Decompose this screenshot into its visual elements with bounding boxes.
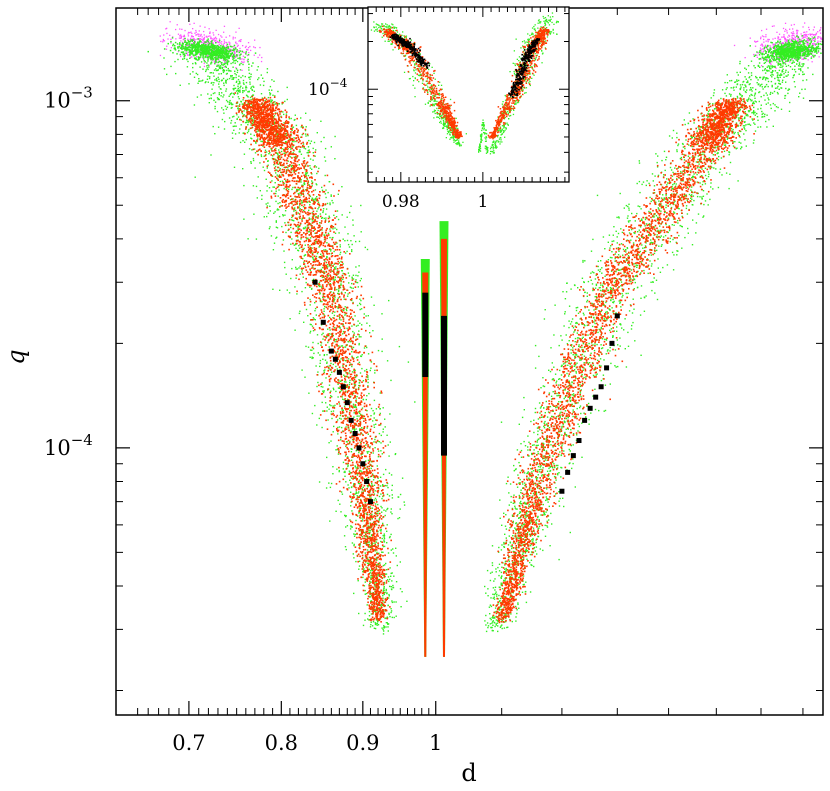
inset-x-tick-label: 1 [477, 192, 488, 212]
black-point-close [312, 279, 318, 285]
black-point-close [348, 417, 354, 423]
black-point-wide [576, 438, 582, 444]
inset-tick-labels: 0.98 1 10−4 [308, 76, 488, 212]
y-tick-label: 10−3 [44, 84, 93, 113]
black-point-wide [604, 365, 610, 371]
x-tick-labels: 0.7 0.8 0.9 1 [172, 731, 442, 755]
inset-density-clouds [370, 12, 559, 155]
black-point-wide [609, 340, 615, 346]
black-point-close [360, 461, 366, 467]
black-point-wide [570, 453, 576, 459]
black-point-close [328, 348, 334, 354]
green-blob-right [749, 35, 823, 65]
x-tick-label: 0.9 [346, 731, 379, 755]
black-point-wide [587, 405, 593, 411]
y-tick-labels: 10−3 10−4 [44, 84, 93, 460]
inset-black-left [389, 33, 430, 69]
inset-axis-ticks [368, 7, 569, 182]
black-band-right [440, 315, 447, 456]
black-point-close [336, 369, 342, 375]
main-plot: 0.7 0.8 0.9 1 10−3 10−4 d q [2, 7, 824, 787]
black-point-wide [614, 313, 620, 319]
x-tick-label: 0.8 [265, 731, 298, 755]
black-point-wide [598, 384, 604, 390]
green-blob-left [147, 37, 257, 65]
black-point-close [344, 400, 350, 406]
black-point-close [320, 319, 326, 325]
black-point-close [352, 431, 358, 437]
black-point-close [340, 384, 346, 390]
x-tick-label: 0.7 [172, 731, 205, 755]
red-cloud-close [234, 92, 392, 623]
black-point-wide [559, 488, 565, 494]
inset-frame [367, 6, 570, 183]
inset-y-tick-label: 10−4 [308, 76, 348, 100]
black-point-close [332, 356, 338, 362]
y-axis-title: q [2, 349, 30, 364]
x-axis-title: d [461, 759, 476, 787]
x-tick-label: 1 [429, 731, 442, 755]
inset-plot: 0.98 1 10−4 [308, 6, 570, 212]
black-point-wide [593, 394, 599, 400]
black-point-close [364, 479, 370, 485]
black-point-wide [582, 417, 588, 423]
black-point-close [356, 445, 362, 451]
inset-black-right [508, 38, 541, 99]
red-cloud-wide [492, 97, 755, 624]
black-band-left [422, 292, 429, 378]
inset-center-spike [478, 119, 489, 154]
black-point-wide [565, 469, 571, 475]
inset-x-tick-label: 0.98 [382, 192, 420, 212]
black-points [312, 279, 620, 505]
black-point-close [367, 499, 373, 505]
y-tick-label: 10−4 [44, 431, 93, 460]
